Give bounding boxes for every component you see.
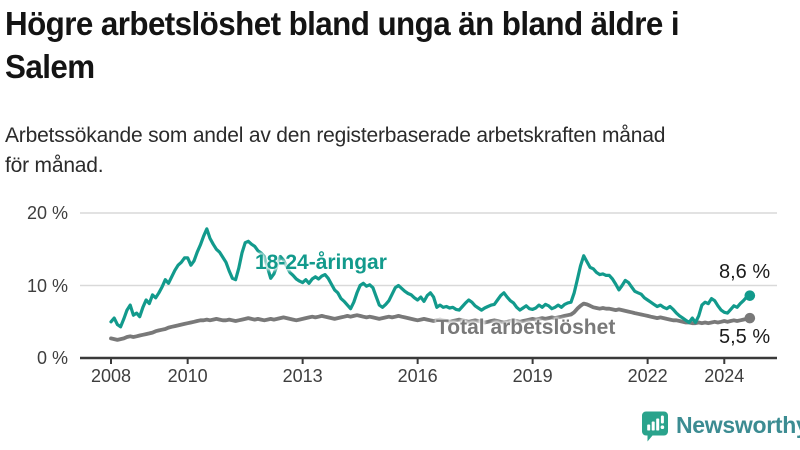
x-tick-label: 2008	[90, 366, 132, 386]
page-title-line1: Högre arbetslöshet bland unga än bland ä…	[5, 5, 680, 42]
y-tick-label: 10 %	[26, 275, 68, 296]
bar-icon	[651, 421, 655, 431]
series-label-youth: 18-24-åringar	[255, 251, 387, 274]
youth-line	[109, 227, 752, 329]
page-subtitle-line2: för månad.	[5, 154, 104, 177]
x-tick-label: 2010	[167, 366, 208, 386]
x-tick-label: 2013	[282, 366, 323, 386]
total-line	[109, 301, 752, 342]
page-subtitle-line1: Arbetssökande som andel av den registerb…	[5, 124, 666, 147]
x-tick-label: 2016	[397, 366, 438, 386]
exclamation-dot-icon	[660, 425, 665, 429]
page-title-line2: Salem	[5, 48, 95, 85]
total-end-dot	[744, 312, 756, 324]
newsworthy-badge-icon	[642, 411, 668, 442]
end-value-label-total: 5,5 %	[719, 326, 771, 348]
newsworthy-wordmark: Newsworthy	[676, 412, 800, 438]
x-tick-label: 2024	[704, 366, 745, 386]
exclamation-icon	[660, 415, 664, 424]
bar-icon	[656, 418, 660, 431]
x-tick-label: 2022	[627, 366, 668, 386]
end-value-label-youth: 8,6 %	[719, 261, 771, 283]
y-tick-label: 20 %	[26, 203, 68, 223]
x-tick-label: 2019	[512, 366, 553, 386]
y-tick-label: 0 %	[36, 348, 68, 368]
bar-icon	[647, 424, 651, 431]
page-title: Högre arbetslöshet bland unga än bland ä…	[5, 2, 680, 88]
series-label-total: Total arbetslöshet	[436, 316, 616, 339]
newsworthy-logo: Newsworthy	[641, 411, 800, 442]
page-subtitle: Arbetssökande som andel av den registerb…	[5, 121, 665, 181]
youth-end-dot	[744, 290, 756, 301]
